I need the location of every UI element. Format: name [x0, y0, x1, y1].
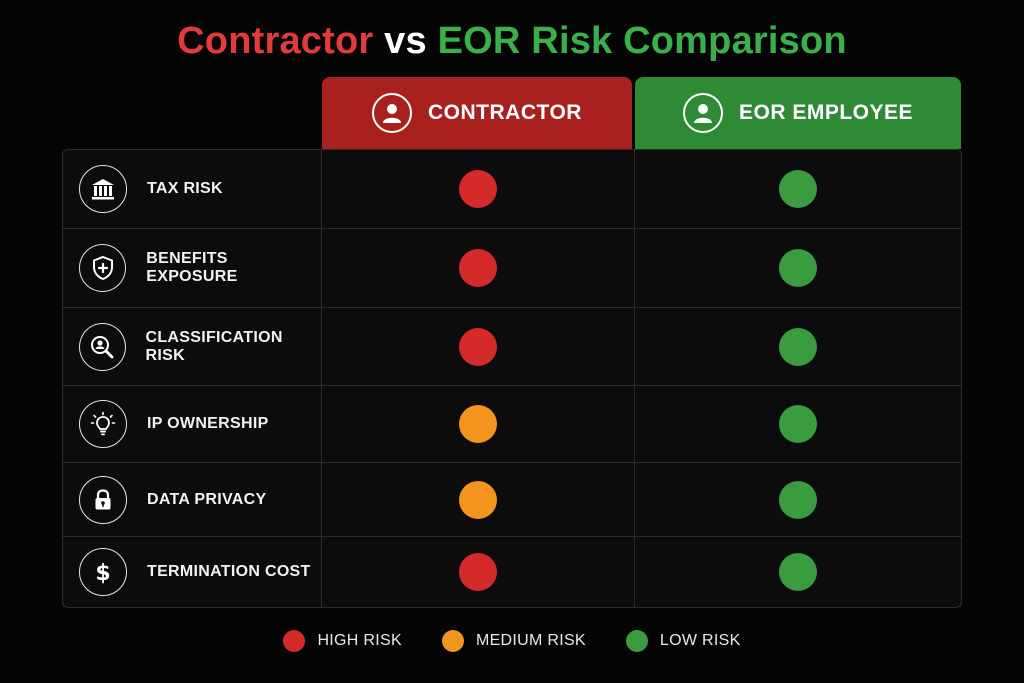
legend-label: MEDIUM RISK: [475, 632, 586, 649]
table-row-classification-risk: CLASSIFICATION RISK: [63, 308, 961, 386]
user-icon: [682, 93, 723, 133]
lock-icon: [79, 475, 127, 524]
contractor-cell: [322, 150, 635, 228]
legend-label: LOW RISK: [659, 632, 741, 649]
table-row-ip-ownership: IP OWNERSHIP: [63, 386, 961, 463]
shield-plus-icon: [79, 244, 127, 292]
row-label: BENEFITS EXPOSURE: [146, 250, 238, 285]
column-header-label: CONTRACTOR: [428, 101, 582, 124]
column-header-label: EOR EMPLOYEE: [738, 101, 914, 124]
title-vs: vs: [384, 20, 427, 62]
risk-indicator-contractor: [459, 327, 497, 366]
title-eor-risk-comparison: EOR Risk Comparison: [437, 20, 847, 62]
contractor-cell: [322, 537, 635, 607]
row-label-cell: BENEFITS EXPOSURE: [63, 229, 322, 307]
legend-item-low: LOW RISK: [625, 630, 741, 652]
row-label: TERMINATION COST: [147, 563, 311, 580]
column-header-eor-employee: EOR EMPLOYEE: [635, 77, 961, 149]
eor-cell: [635, 308, 961, 385]
contractor-cell: [322, 386, 635, 462]
risk-indicator-contractor: [459, 249, 497, 287]
column-header-contractor: CONTRACTOR: [322, 77, 632, 149]
risk-indicator-contractor: [459, 553, 497, 591]
comparison-table: TAX RISK BENEFITS EXPOSURE: [62, 149, 962, 608]
row-label: CLASSIFICATION RISK: [145, 328, 283, 364]
legend-label: HIGH RISK: [317, 632, 402, 649]
risk-indicator-eor: [779, 170, 817, 208]
bank-icon: [79, 165, 127, 213]
table-row-benefits-exposure: BENEFITS EXPOSURE: [63, 229, 961, 308]
row-label-cell: IP OWNERSHIP: [63, 386, 322, 462]
title-contractor: Contractor: [177, 20, 374, 62]
risk-indicator-eor: [779, 327, 817, 366]
legend: HIGH RISK MEDIUM RISK LOW RISK: [0, 630, 1024, 652]
legend-item-medium: MEDIUM RISK: [441, 630, 586, 652]
contractor-cell: [322, 308, 635, 385]
eor-cell: [635, 229, 961, 307]
risk-indicator-contractor: [459, 405, 497, 443]
page-title: Contractor vs EOR Risk Comparison: [0, 20, 1024, 63]
risk-indicator-eor: [779, 405, 817, 443]
row-label-cell: DATA PRIVACY: [63, 463, 322, 536]
risk-indicator-contractor: [459, 170, 497, 208]
table-row-tax-risk: TAX RISK: [63, 150, 961, 229]
table-row-data-privacy: DATA PRIVACY: [63, 463, 961, 537]
row-label-cell: TAX RISK: [63, 150, 322, 228]
search-user-icon: [79, 322, 126, 371]
legend-dot: [441, 630, 464, 652]
legend-item-high: HIGH RISK: [283, 630, 402, 652]
svg-text:$: $: [95, 561, 110, 585]
contractor-cell: [322, 229, 635, 307]
eor-cell: [635, 537, 961, 607]
legend-dot: [625, 630, 648, 652]
row-label-cell: CLASSIFICATION RISK: [63, 308, 322, 385]
row-label-cell: $ TERMINATION COST: [63, 537, 322, 607]
row-label: DATA PRIVACY: [147, 490, 267, 508]
table-row-termination-cost: $ TERMINATION COST: [63, 537, 961, 607]
risk-indicator-eor: [779, 249, 817, 287]
row-label: IP OWNERSHIP: [147, 415, 269, 432]
dollar-icon: $: [79, 548, 127, 596]
risk-indicator-eor: [779, 480, 817, 519]
eor-cell: [635, 150, 961, 228]
user-icon: [372, 93, 413, 133]
row-label: TAX RISK: [147, 180, 223, 197]
eor-cell: [635, 386, 961, 462]
lightbulb-icon: [79, 400, 127, 448]
eor-cell: [635, 463, 961, 536]
legend-dot: [283, 630, 306, 652]
risk-indicator-contractor: [459, 480, 497, 519]
risk-indicator-eor: [779, 553, 817, 591]
contractor-cell: [322, 463, 635, 536]
